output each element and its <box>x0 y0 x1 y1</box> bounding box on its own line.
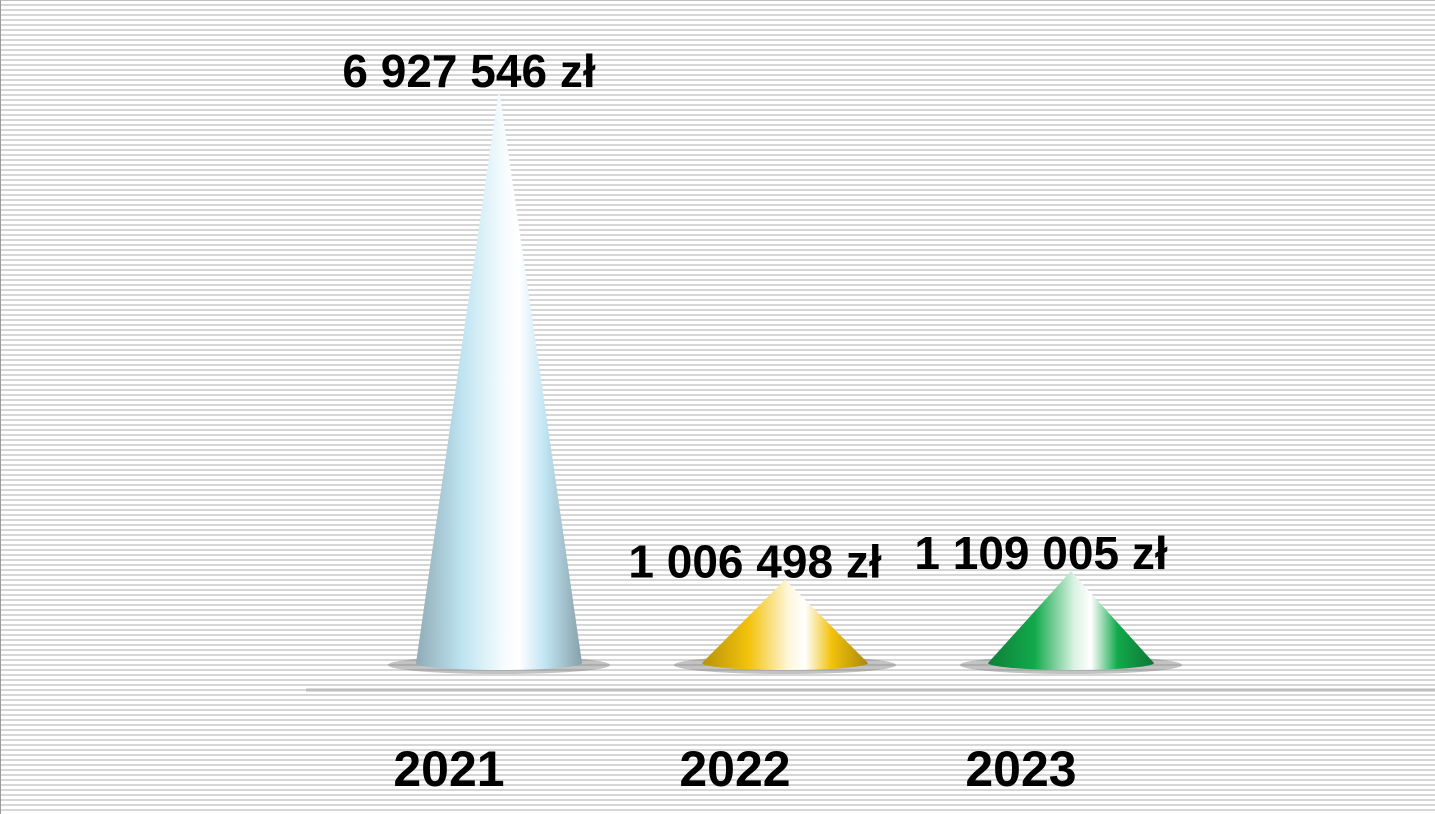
x-tick-label-2022: 2022 <box>679 741 790 797</box>
data-label-2023: 1 109 005 zł <box>914 527 1167 579</box>
data-label-2022: 1 006 498 zł <box>628 536 881 588</box>
data-label-2021: 6 927 546 zł <box>342 45 595 97</box>
cone-bar-2021 <box>416 89 582 670</box>
cone-bar-2023 <box>988 571 1154 670</box>
x-tick-label-2023: 2023 <box>965 741 1076 797</box>
x-tick-label-2021: 2021 <box>393 741 504 797</box>
cone-bar-2022 <box>702 579 868 670</box>
